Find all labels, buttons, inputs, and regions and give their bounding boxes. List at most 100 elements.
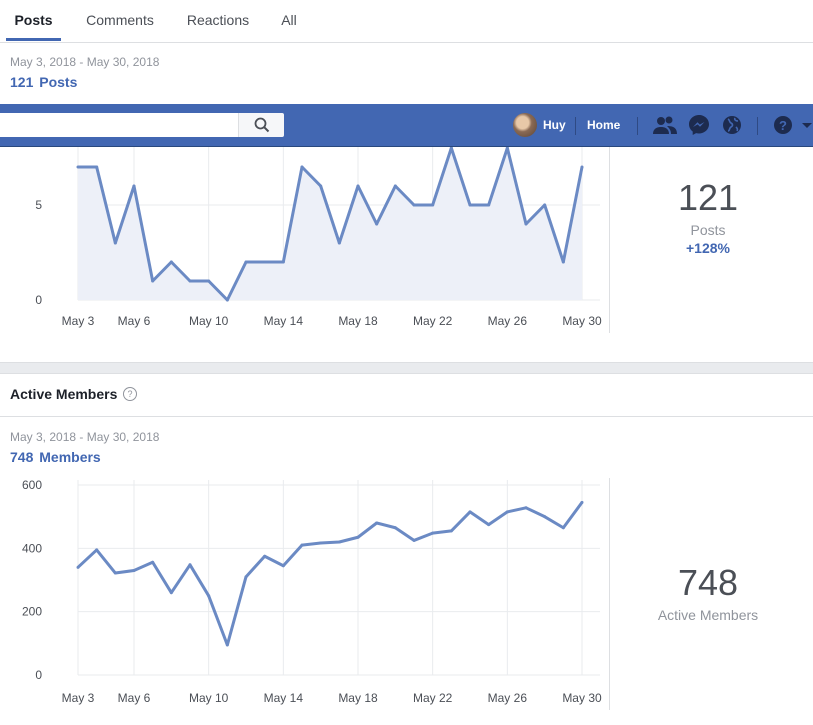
messages-button[interactable]	[687, 114, 711, 136]
data-point	[505, 510, 509, 514]
data-point	[449, 529, 453, 533]
account-menu-button[interactable]	[800, 114, 813, 136]
x-tick-label: May 26	[488, 314, 528, 328]
x-tick-label: May 3	[62, 691, 95, 705]
data-point	[319, 541, 323, 545]
members-count: 748 Members	[10, 449, 101, 465]
data-point	[76, 165, 80, 169]
avatar[interactable]	[513, 113, 537, 137]
tab-all[interactable]: All	[281, 12, 297, 28]
section-title: Active Members	[10, 386, 118, 402]
data-point	[95, 548, 99, 552]
posts-change-value: +128%	[686, 240, 730, 256]
series-line	[76, 501, 584, 647]
search-input[interactable]	[0, 113, 234, 137]
x-tick-label: May 18	[338, 691, 378, 705]
data-point	[337, 540, 341, 544]
posts-chart: May 3 May 6 May 10 May 14 May 18 May 22 May 26…	[35, 147, 602, 328]
x-tick-label: May 18	[338, 314, 378, 328]
data-point	[543, 203, 547, 207]
data-point	[543, 515, 547, 519]
y-tick-label: 0	[35, 293, 42, 307]
tab-posts[interactable]: Posts	[6, 0, 61, 41]
data-point	[151, 279, 155, 283]
data-point	[431, 203, 435, 207]
data-point	[393, 526, 397, 530]
data-point	[468, 203, 472, 207]
data-point	[132, 184, 136, 188]
search-button[interactable]	[238, 113, 284, 137]
y-tick-label: 5	[35, 198, 42, 212]
top-navigation-bar: Huy Home ?	[0, 104, 813, 147]
data-point	[431, 531, 435, 535]
help-icon: ?	[774, 116, 792, 134]
messenger-icon	[689, 115, 709, 135]
data-point	[132, 569, 136, 572]
tab-reactions[interactable]: Reactions	[186, 12, 250, 28]
x-tick-label: May 14	[264, 691, 304, 705]
profile-name-link[interactable]: Huy	[543, 118, 566, 132]
divider	[609, 147, 610, 333]
members-date-range: May 3, 2018 - May 30, 2018	[10, 430, 160, 444]
help-button[interactable]: ?	[771, 114, 795, 136]
home-link[interactable]: Home	[587, 118, 621, 132]
data-point	[169, 260, 173, 264]
data-point	[207, 279, 211, 283]
data-point	[487, 523, 491, 527]
x-tick-label: May 14	[264, 314, 304, 328]
data-point	[225, 643, 229, 647]
globe-icon	[723, 116, 741, 134]
x-tick-label: May 30	[562, 314, 602, 328]
divider	[0, 416, 813, 417]
posts-count: 121 Posts	[10, 74, 78, 90]
data-point	[580, 500, 584, 504]
data-point	[95, 165, 99, 169]
friend-requests-button[interactable]	[653, 114, 677, 136]
data-point	[244, 260, 248, 264]
tab-bar: Posts Comments Reactions All	[0, 0, 813, 43]
question-icon[interactable]: ?	[123, 387, 137, 401]
friends-icon	[653, 116, 677, 134]
data-point	[561, 260, 565, 264]
data-point	[281, 564, 285, 568]
dropdown-arrow-icon	[802, 123, 812, 128]
data-point	[76, 565, 80, 569]
data-point	[319, 184, 323, 188]
data-point	[263, 260, 267, 264]
y-tick-label: 400	[22, 541, 42, 555]
x-tick-label: May 3	[62, 314, 95, 328]
y-tick-label: 0	[35, 668, 42, 682]
y-tick-label: 200	[22, 605, 42, 619]
data-point	[375, 222, 379, 226]
data-point	[375, 521, 379, 525]
data-point	[356, 184, 360, 188]
data-point	[169, 591, 173, 595]
data-point	[263, 554, 267, 558]
data-point	[281, 260, 285, 264]
data-point	[225, 298, 229, 302]
series-area	[78, 148, 582, 300]
data-point	[468, 510, 472, 514]
data-point	[113, 241, 117, 245]
data-point	[580, 165, 584, 169]
members-total-label: Active Members	[657, 607, 759, 623]
section-separator	[0, 362, 813, 374]
members-chart: May 3 May 6 May 10 May 14 May 18 May 22 May 26…	[22, 478, 602, 705]
series-line	[78, 147, 584, 302]
posts-date-range: May 3, 2018 - May 30, 2018	[10, 55, 160, 69]
data-point	[505, 147, 509, 150]
divider	[609, 478, 610, 710]
x-tick-label: May 30	[562, 691, 602, 705]
notifications-button[interactable]	[720, 114, 744, 136]
data-point	[151, 560, 155, 564]
x-tick-label: May 22	[413, 691, 453, 705]
data-point	[524, 222, 528, 226]
x-tick-label: May 6	[118, 691, 151, 705]
posts-total-value: 121	[677, 177, 739, 218]
divider	[637, 117, 638, 135]
data-point	[300, 543, 304, 547]
x-tick-label: May 22	[413, 314, 453, 328]
data-point	[487, 203, 491, 207]
tab-comments[interactable]: Comments	[86, 12, 154, 28]
members-total-value: 748	[677, 562, 739, 603]
